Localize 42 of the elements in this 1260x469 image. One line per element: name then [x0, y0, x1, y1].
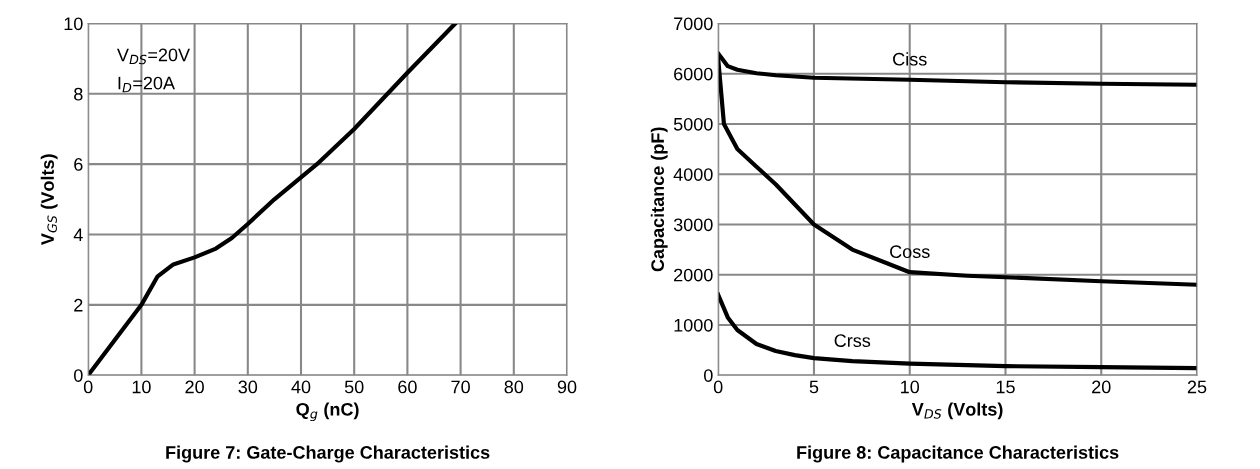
- y-tick-label: 4000: [673, 168, 713, 181]
- y-tick-label: 0: [74, 369, 83, 382]
- x-tick-label: 60: [398, 380, 417, 394]
- x-tick-label: 0: [83, 380, 93, 394]
- x-tick-label: 80: [504, 380, 524, 394]
- x-axis-title: V$_{DS}$ (Volts): [911, 402, 1003, 420]
- x-tick-label: 30: [238, 380, 258, 394]
- x-tick-label: 25: [1187, 380, 1207, 394]
- y-tick-label: 10: [64, 17, 83, 31]
- text: Figure 7: Gate-Charge Characteristics: [166, 445, 490, 463]
- y-tick-label: 8: [74, 87, 83, 101]
- y-tick-label: 2000: [674, 268, 713, 282]
- y-tick-label: 3000: [673, 218, 713, 232]
- y-axis-title: Capacitance (pF): [650, 127, 668, 272]
- series-label: Crss: [834, 334, 871, 348]
- x-tick-label: 5: [809, 380, 819, 394]
- x-tick-label: 0: [713, 380, 723, 394]
- line-series: [718, 292, 1197, 371]
- x-tick-label: 70: [451, 380, 470, 394]
- x-tick-label: 10: [901, 380, 920, 394]
- x-tick-label: 20: [185, 380, 204, 394]
- x-tick-label: 40: [291, 380, 311, 394]
- y-tick-label: 6: [74, 158, 83, 171]
- x-axis-title: Q$_{g}$ (nC): [296, 402, 359, 422]
- y-axis-title: V$_{GS}$ (Volts): [40, 154, 58, 246]
- x-tick-label: 15: [996, 380, 1015, 394]
- x-tick-label: 50: [344, 380, 364, 394]
- y-tick-label: 1000: [674, 318, 713, 332]
- y-tick-label: 2: [74, 298, 83, 312]
- x-tick-label: 10: [132, 380, 151, 394]
- text: Figure 8: Capacitance Characteristics: [797, 445, 1119, 463]
- y-tick-label: 6000: [674, 67, 713, 81]
- annotation: I$_{D}$=20A: [118, 76, 175, 93]
- x-tick-label: 90: [557, 380, 577, 394]
- y-tick-label: 5000: [673, 117, 713, 131]
- series-label: Coss: [890, 245, 930, 259]
- series-label: Ciss: [893, 52, 927, 66]
- x-tick-label: 20: [1092, 380, 1111, 394]
- y-tick-label: 0: [704, 369, 713, 382]
- y-tick-label: 7000: [674, 17, 713, 31]
- annotation: V$_{DS}$=20V: [117, 48, 190, 65]
- y-tick-label: 4: [73, 228, 83, 242]
